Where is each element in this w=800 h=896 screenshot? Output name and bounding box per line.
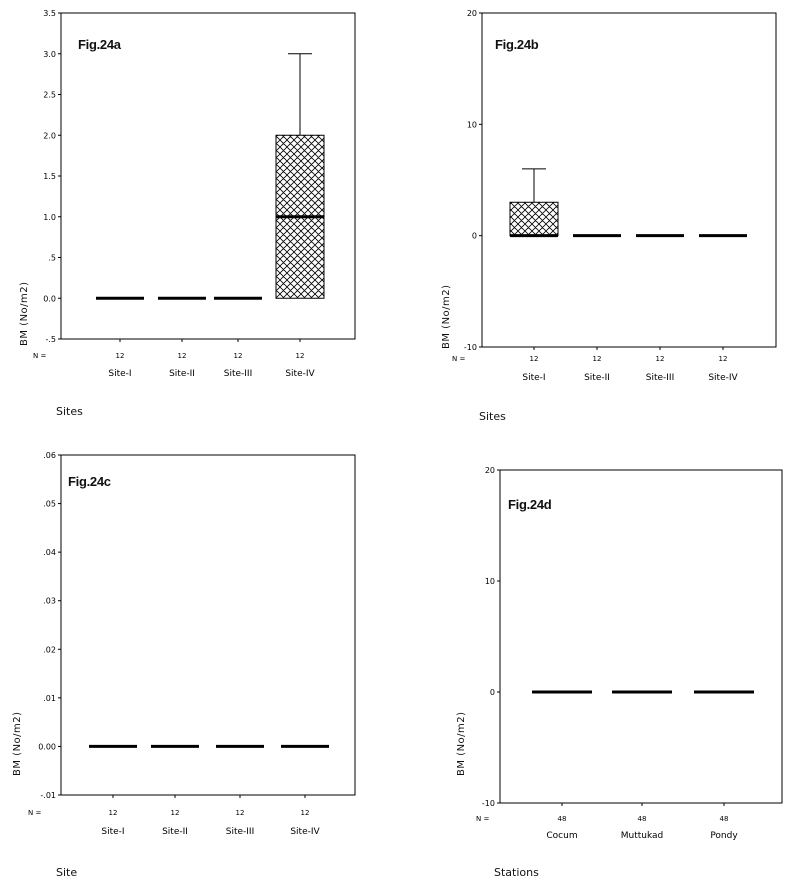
category-label-c: Site-IV xyxy=(290,827,320,837)
n-count-c: 12 xyxy=(171,809,180,817)
n-count-b: 12 xyxy=(719,355,728,363)
box-b xyxy=(509,201,559,237)
category-label-d: Pondy xyxy=(710,831,738,841)
category-label-a: Site-II xyxy=(169,369,195,379)
plot-frame-b xyxy=(481,12,777,348)
n-count-c: 12 xyxy=(109,809,118,817)
y-tick-label-c: -.01 xyxy=(40,791,56,800)
y-tick-label-a: 3.0 xyxy=(43,50,56,59)
y-tick-label-c: .01 xyxy=(43,694,56,703)
y-tick-label-d: 0 xyxy=(490,688,495,697)
y-tick-label-a: 0.0 xyxy=(43,294,56,303)
figure-label-a: Fig.24a xyxy=(78,37,121,52)
n-count-d: 48 xyxy=(638,815,647,823)
y-tick-label-b: 20 xyxy=(467,9,477,18)
figure-label-c: Fig.24c xyxy=(68,474,111,489)
category-label-c: Site-III xyxy=(226,827,255,837)
n-count-b: 12 xyxy=(530,355,539,363)
y-axis-label-a: BM (No/m2) xyxy=(19,281,30,346)
y-tick-label-b: 0 xyxy=(472,232,477,241)
category-label-d: Cocum xyxy=(546,831,577,841)
n-count-b: 12 xyxy=(656,355,665,363)
y-tick-label-a: 2.0 xyxy=(43,131,56,140)
y-tick-label-b: 10 xyxy=(467,120,477,129)
n-count-d: 48 xyxy=(558,815,567,823)
plot-frame-d xyxy=(499,469,783,804)
x-axis-title-d: Stations xyxy=(494,866,539,879)
n-count-c: 12 xyxy=(301,809,310,817)
y-tick-label-d: 20 xyxy=(485,466,495,475)
y-tick-label-c: .05 xyxy=(43,500,56,509)
category-label-b: Site-I xyxy=(522,373,545,383)
y-tick-label-c: 0.00 xyxy=(38,742,56,751)
n-label-d: N = xyxy=(476,815,489,823)
n-count-a: 12 xyxy=(234,352,243,360)
n-count-d: 48 xyxy=(720,815,729,823)
y-tick-label-d: 10 xyxy=(485,577,495,586)
figure-label-b: Fig.24b xyxy=(495,37,539,52)
category-label-b: Site-II xyxy=(584,373,610,383)
category-label-a: Site-I xyxy=(108,369,131,379)
n-count-a: 12 xyxy=(296,352,305,360)
n-label-a: N = xyxy=(33,352,46,360)
y-tick-label-a: .5 xyxy=(48,254,56,263)
y-tick-label-a: 1.0 xyxy=(43,213,56,222)
y-tick-label-b: -10 xyxy=(464,343,477,352)
y-tick-label-a: 1.5 xyxy=(43,172,56,181)
category-label-d: Muttukad xyxy=(621,831,664,841)
y-tick-label-c: .02 xyxy=(43,645,56,654)
n-count-b: 12 xyxy=(593,355,602,363)
y-tick-label-a: 2.5 xyxy=(43,91,56,100)
n-label-c: N = xyxy=(28,809,41,817)
x-axis-title-c: Site xyxy=(56,866,78,879)
category-label-c: Site-I xyxy=(101,827,124,837)
x-axis-title-a: Sites xyxy=(56,405,83,418)
n-count-c: 12 xyxy=(236,809,245,817)
y-tick-label-c: .03 xyxy=(43,597,56,606)
category-label-b: Site-III xyxy=(646,373,675,383)
n-count-a: 12 xyxy=(178,352,187,360)
x-axis-title-b: Sites xyxy=(479,410,506,423)
n-label-b: N = xyxy=(452,355,465,363)
figure-label-d: Fig.24d xyxy=(508,497,552,512)
y-axis-label-b: BM (No/m2) xyxy=(441,284,452,349)
y-tick-label-a: -.5 xyxy=(45,335,56,344)
n-count-a: 12 xyxy=(116,352,125,360)
category-label-b: Site-IV xyxy=(708,373,738,383)
category-label-a: Site-IV xyxy=(285,369,315,379)
y-axis-label-d: BM (No/m2) xyxy=(456,711,467,776)
y-axis-label-c: BM (No/m2) xyxy=(12,711,23,776)
plot-frame-c xyxy=(60,454,356,796)
y-tick-label-c: .06 xyxy=(43,451,56,460)
y-tick-label-d: -10 xyxy=(482,799,495,808)
category-label-c: Site-II xyxy=(162,827,188,837)
y-tick-label-a: 3.5 xyxy=(43,9,56,18)
category-label-a: Site-III xyxy=(224,369,253,379)
y-tick-label-c: .04 xyxy=(43,548,56,557)
